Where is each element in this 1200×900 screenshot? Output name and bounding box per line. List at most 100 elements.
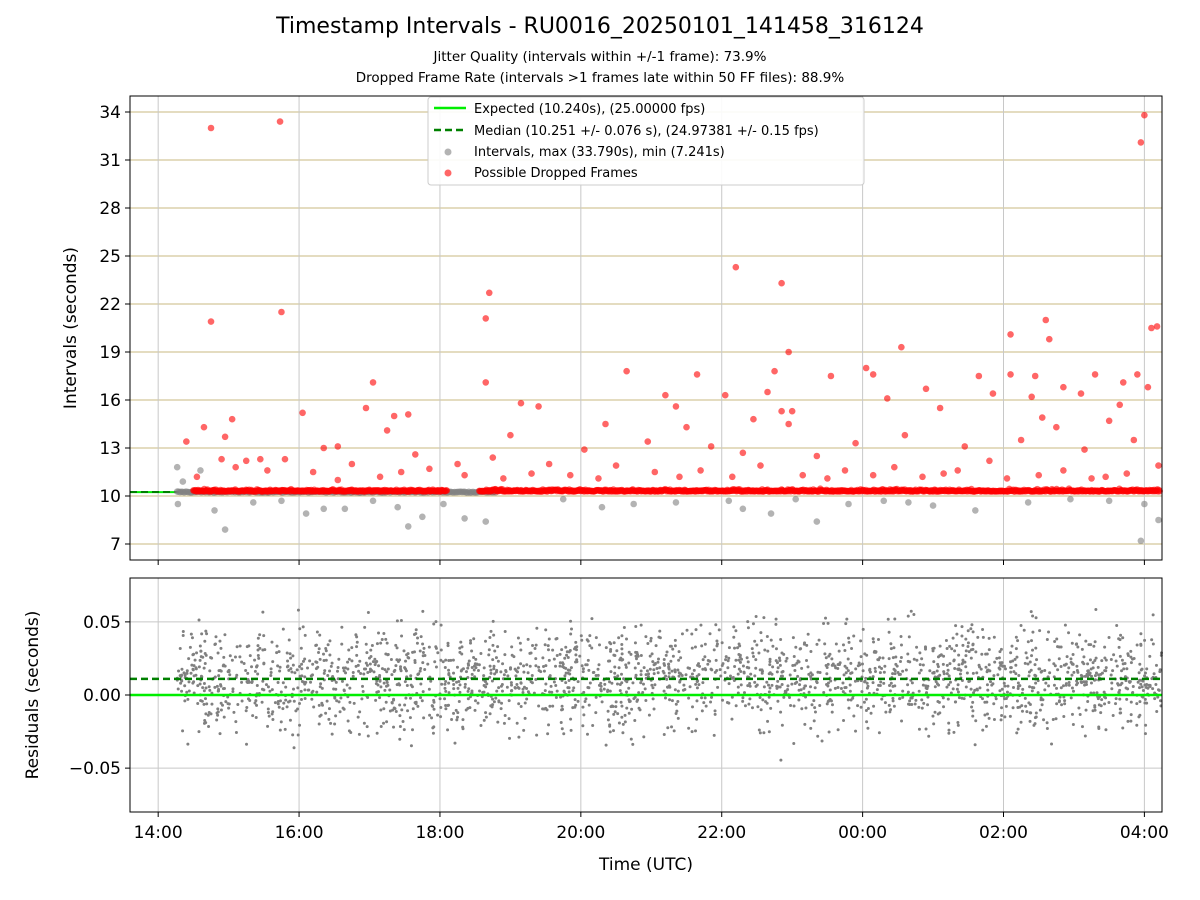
residual-point [671, 647, 675, 651]
residual-point [1014, 647, 1018, 651]
residual-point [373, 657, 377, 661]
residual-point [852, 714, 856, 718]
residual-point [439, 715, 443, 719]
residual-point [1083, 683, 1087, 687]
residual-point [484, 711, 488, 715]
residual-point [1114, 659, 1118, 663]
residual-point [938, 654, 942, 658]
residual-point [971, 642, 975, 646]
residual-point [633, 641, 637, 645]
residual-point [953, 666, 957, 670]
residual-point [627, 661, 631, 665]
residual-point [948, 680, 952, 684]
residual-point [802, 642, 806, 646]
residual-point [416, 636, 420, 640]
residual-point [1117, 691, 1121, 695]
residual-point [306, 666, 310, 670]
residual-point [813, 686, 817, 690]
residual-point [1050, 742, 1054, 746]
dropped-frame-point [778, 407, 785, 415]
residual-point [697, 662, 701, 666]
dropped-frame-point [898, 343, 905, 351]
residual-point [559, 695, 563, 699]
residual-point [547, 723, 551, 727]
residual-point [528, 664, 532, 668]
residual-point [413, 661, 417, 665]
residual-point [362, 721, 366, 725]
dropped-frame-point [1148, 324, 1155, 332]
residual-point [234, 720, 238, 724]
residual-point [613, 653, 617, 657]
residual-point [807, 690, 811, 694]
residual-point [793, 669, 797, 673]
residual-point [503, 653, 507, 657]
residual-point [303, 633, 307, 637]
residual-point [547, 637, 551, 641]
residual-point [946, 697, 950, 701]
residual-point [254, 699, 258, 703]
residual-point [489, 629, 493, 633]
residual-point [287, 668, 291, 672]
residual-point [639, 623, 643, 627]
residual-point [591, 723, 595, 727]
residual-point [1135, 643, 1139, 647]
residual-point [699, 623, 703, 627]
residual-point [860, 662, 864, 666]
residual-point [850, 671, 854, 675]
intervals-x-ticks [157, 560, 1145, 565]
residual-point [1028, 703, 1032, 707]
residual-point [217, 674, 221, 678]
dropped-frame-point [739, 449, 747, 457]
residual-point [1089, 667, 1093, 671]
residual-point [715, 639, 719, 643]
residual-point [751, 622, 755, 626]
residual-point [730, 717, 734, 721]
residual-point [494, 696, 498, 700]
residual-point [244, 669, 248, 673]
residual-point [739, 683, 743, 687]
residual-point [1129, 719, 1133, 723]
residual-point [1034, 715, 1038, 719]
residual-point [853, 679, 857, 683]
residual-point [1128, 680, 1132, 684]
residual-point [478, 689, 482, 693]
residual-point [1028, 685, 1032, 689]
dropped-frame-point [1031, 372, 1039, 380]
intervals-y-tick-label: 31 [99, 151, 121, 171]
residual-point [343, 666, 347, 670]
residual-point [1088, 658, 1092, 662]
residual-point [1084, 708, 1088, 712]
residual-point [365, 651, 369, 655]
residual-point [1143, 732, 1147, 736]
residual-point [226, 702, 230, 706]
residual-point [1156, 695, 1160, 699]
residual-point [205, 632, 209, 636]
residual-point [1012, 670, 1016, 674]
residual-point [604, 646, 608, 650]
dropped-frame-point [1045, 335, 1053, 343]
residual-point [432, 707, 436, 711]
residual-point [1071, 689, 1075, 693]
residual-point [1057, 700, 1061, 704]
residual-point [195, 651, 199, 655]
residual-point [793, 663, 797, 667]
residual-point [751, 651, 755, 655]
residual-point [1097, 673, 1101, 677]
residual-point [382, 632, 386, 636]
residual-point [264, 683, 268, 687]
dropped-frame-point [517, 399, 525, 407]
residual-point [1107, 700, 1111, 704]
residual-point [746, 620, 750, 624]
residual-point [1030, 689, 1034, 693]
residual-point [286, 659, 290, 663]
residual-point [1100, 671, 1104, 675]
residual-point [362, 672, 366, 676]
residual-point [1065, 655, 1069, 659]
residual-point [296, 608, 300, 612]
residual-point [671, 654, 675, 658]
residual-point [390, 673, 394, 677]
residual-point [662, 657, 666, 661]
residual-point [675, 709, 679, 713]
residual-point [513, 685, 517, 689]
residual-point [804, 684, 808, 688]
